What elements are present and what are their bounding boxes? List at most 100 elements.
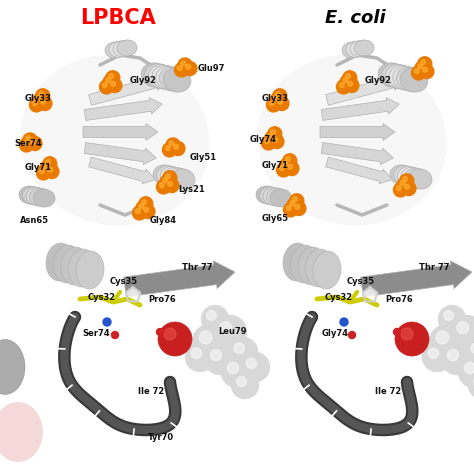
- Ellipse shape: [160, 166, 184, 187]
- Ellipse shape: [313, 251, 341, 289]
- Circle shape: [48, 167, 53, 172]
- FancyArrow shape: [83, 124, 158, 140]
- Circle shape: [221, 356, 253, 388]
- Circle shape: [171, 142, 185, 155]
- Circle shape: [275, 97, 289, 110]
- Circle shape: [402, 182, 416, 195]
- Ellipse shape: [171, 169, 195, 189]
- Circle shape: [402, 177, 408, 182]
- Circle shape: [268, 134, 273, 139]
- Ellipse shape: [393, 166, 418, 186]
- Ellipse shape: [167, 168, 191, 188]
- Circle shape: [201, 305, 229, 333]
- Ellipse shape: [305, 249, 334, 287]
- Text: Gly84: Gly84: [150, 216, 177, 225]
- Ellipse shape: [401, 167, 425, 187]
- Circle shape: [292, 201, 306, 216]
- Circle shape: [166, 138, 180, 152]
- Text: Cys32: Cys32: [325, 293, 353, 302]
- Circle shape: [185, 342, 215, 372]
- Text: Gly92: Gly92: [365, 75, 392, 84]
- Circle shape: [273, 89, 287, 103]
- Circle shape: [275, 91, 281, 97]
- Text: Ser74: Ser74: [82, 328, 109, 337]
- Ellipse shape: [105, 42, 125, 58]
- Ellipse shape: [270, 189, 292, 207]
- Circle shape: [429, 324, 465, 360]
- Circle shape: [395, 322, 429, 356]
- Ellipse shape: [163, 68, 191, 92]
- Ellipse shape: [141, 63, 169, 87]
- Circle shape: [204, 343, 236, 375]
- Circle shape: [168, 181, 173, 186]
- Circle shape: [400, 174, 414, 188]
- Circle shape: [26, 136, 31, 141]
- Circle shape: [295, 204, 300, 209]
- Ellipse shape: [145, 64, 173, 88]
- Circle shape: [283, 203, 298, 217]
- Ellipse shape: [283, 243, 311, 281]
- Circle shape: [173, 144, 179, 149]
- Circle shape: [397, 178, 411, 192]
- Circle shape: [269, 100, 274, 106]
- Circle shape: [438, 305, 466, 333]
- Circle shape: [165, 146, 170, 151]
- Ellipse shape: [378, 63, 406, 87]
- Circle shape: [164, 328, 176, 340]
- Text: Gly33: Gly33: [25, 93, 52, 102]
- FancyArrow shape: [84, 98, 162, 120]
- Ellipse shape: [291, 245, 319, 283]
- Circle shape: [418, 64, 423, 69]
- Circle shape: [163, 178, 168, 182]
- Circle shape: [45, 164, 59, 179]
- Circle shape: [237, 377, 246, 386]
- Circle shape: [183, 62, 197, 75]
- Circle shape: [428, 348, 438, 358]
- Circle shape: [23, 133, 37, 147]
- Circle shape: [290, 194, 304, 208]
- Circle shape: [159, 182, 164, 188]
- Circle shape: [111, 331, 118, 338]
- Ellipse shape: [156, 166, 181, 186]
- Circle shape: [348, 331, 356, 338]
- Ellipse shape: [382, 64, 410, 88]
- Circle shape: [273, 96, 278, 100]
- Ellipse shape: [400, 68, 428, 92]
- Ellipse shape: [113, 41, 133, 57]
- Ellipse shape: [68, 249, 97, 287]
- Circle shape: [36, 96, 41, 100]
- Circle shape: [228, 337, 258, 367]
- Ellipse shape: [390, 165, 414, 185]
- Circle shape: [271, 129, 275, 135]
- FancyArrow shape: [326, 74, 404, 105]
- Ellipse shape: [109, 41, 129, 57]
- Ellipse shape: [153, 165, 177, 185]
- Text: Cys32: Cys32: [88, 293, 116, 302]
- Circle shape: [393, 183, 408, 197]
- Ellipse shape: [298, 247, 326, 285]
- Circle shape: [38, 97, 52, 110]
- Ellipse shape: [164, 167, 188, 187]
- Ellipse shape: [389, 65, 417, 90]
- Circle shape: [199, 331, 212, 344]
- Ellipse shape: [0, 402, 43, 462]
- FancyArrow shape: [321, 143, 393, 164]
- Text: Thr 77: Thr 77: [182, 264, 212, 273]
- Circle shape: [39, 169, 44, 173]
- Circle shape: [139, 197, 153, 211]
- Circle shape: [210, 349, 222, 361]
- Circle shape: [458, 356, 474, 388]
- Circle shape: [136, 201, 150, 215]
- Circle shape: [156, 180, 171, 194]
- Ellipse shape: [342, 42, 362, 58]
- Circle shape: [240, 352, 270, 382]
- Circle shape: [348, 82, 353, 86]
- Circle shape: [181, 61, 186, 66]
- Circle shape: [457, 322, 469, 334]
- Circle shape: [31, 139, 36, 144]
- Text: Thr 77: Thr 77: [419, 264, 449, 273]
- Circle shape: [422, 342, 452, 372]
- Text: Pro76: Pro76: [385, 295, 413, 304]
- Circle shape: [43, 164, 48, 169]
- Circle shape: [471, 343, 474, 354]
